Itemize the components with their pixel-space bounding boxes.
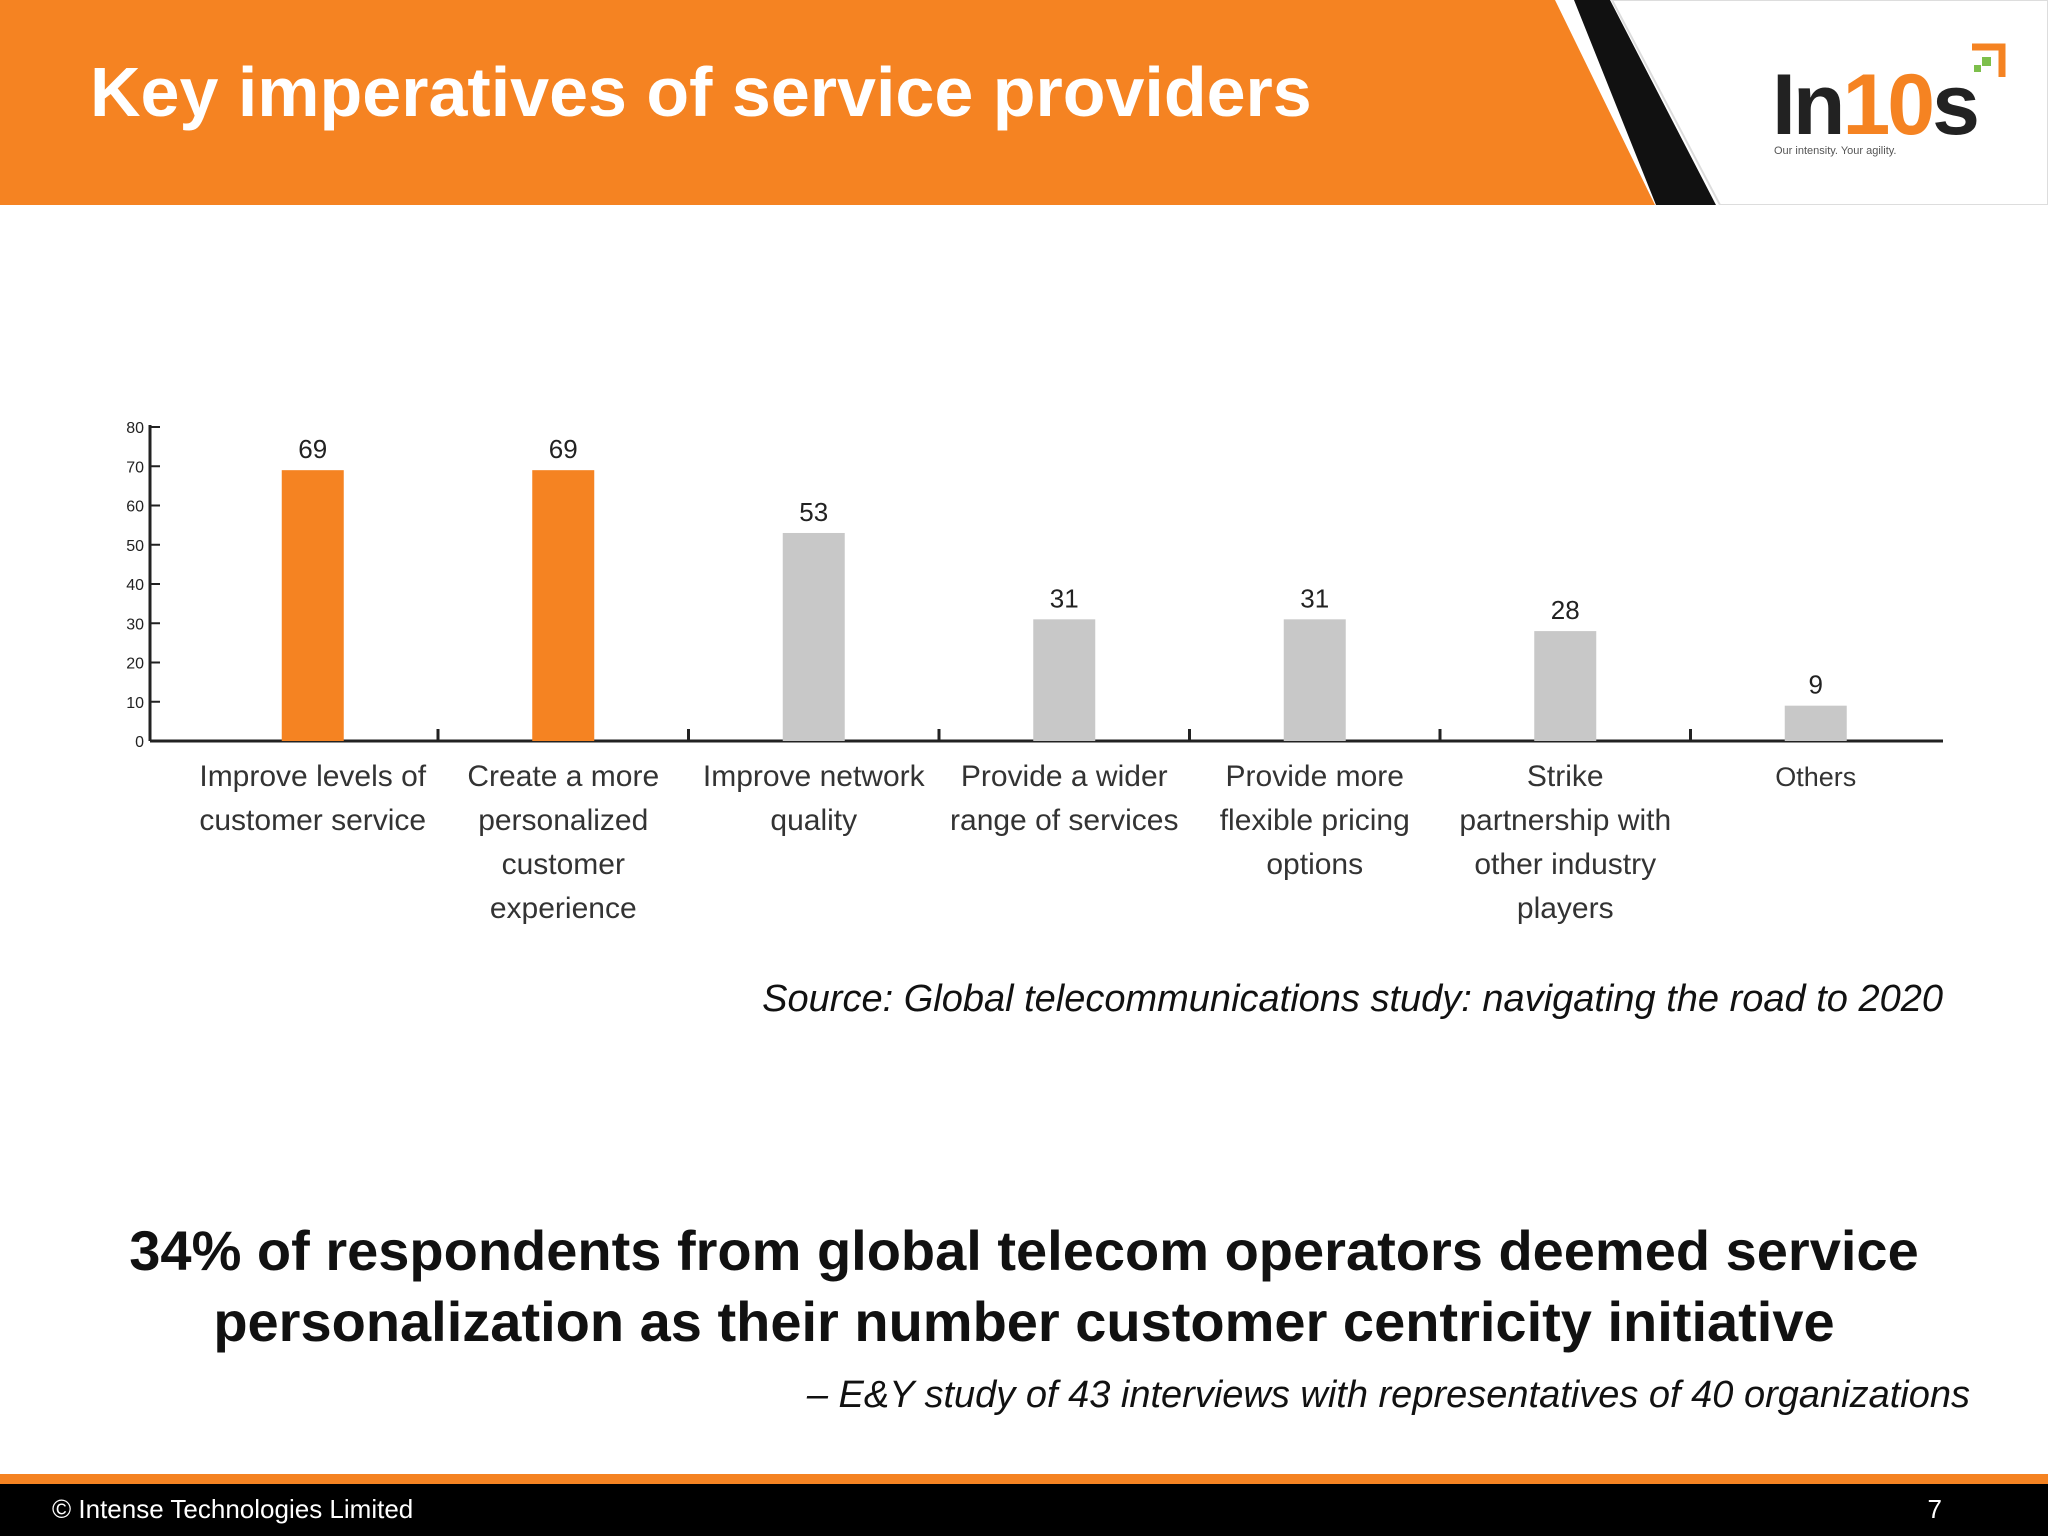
category-label: other industry — [1474, 848, 1656, 881]
footer-copyright: © Intense Technologies Limited — [52, 1494, 414, 1524]
category-label: Provide a wider — [961, 760, 1168, 793]
category-label: flexible pricing — [1220, 804, 1410, 837]
category-label: players — [1517, 892, 1614, 925]
bar-value-label: 28 — [1551, 595, 1580, 625]
y-tick-label: 80 — [126, 420, 144, 437]
category-label: Create a more — [467, 760, 659, 793]
y-tick-label: 40 — [126, 577, 144, 594]
category-label: partnership with — [1459, 804, 1671, 837]
category-label: personalized — [478, 804, 648, 837]
y-tick-label: 60 — [126, 499, 144, 516]
footer-accent-stripe — [0, 1474, 2048, 1484]
y-tick-label: 0 — [135, 734, 144, 751]
category-label: customer service — [199, 804, 426, 837]
logo-text-10: 10 — [1842, 57, 1935, 153]
bar — [1283, 619, 1346, 741]
category-label: options — [1266, 848, 1363, 881]
bar-value-label: 69 — [298, 434, 327, 464]
bar-value-label: 9 — [1809, 670, 1823, 700]
bar-value-label: 69 — [549, 434, 578, 464]
logo-text-in: In — [1772, 57, 1845, 153]
category-label: experience — [490, 892, 637, 925]
category-label: Improve levels of — [199, 760, 426, 793]
category-label: Improve network — [703, 760, 926, 793]
logo-corner-mark-icon — [1972, 43, 2006, 77]
bar-value-label: 53 — [799, 497, 828, 527]
bar-value-label: 31 — [1300, 583, 1329, 613]
bar-chart: 0 10 20 30 40 50 60 70 80 69 Improve levels of cust… — [126, 420, 1943, 925]
y-tick-label: 50 — [126, 538, 144, 555]
bar — [782, 532, 845, 741]
bar — [1033, 619, 1096, 741]
logo-wordmark: In10s — [1772, 62, 1980, 148]
page-number: 7 — [1927, 1494, 1942, 1524]
bar — [532, 470, 595, 741]
category-label: customer — [502, 848, 625, 881]
bar — [1784, 705, 1847, 741]
headline-line-1: 34% of respondents from global telecom o… — [129, 1219, 1919, 1282]
key-finding-headline: 34% of respondents from global telecom o… — [40, 1215, 2008, 1357]
source-note: Source: Global telecommunications study:… — [762, 978, 1943, 1020]
bar — [281, 470, 344, 741]
category-label: Others — [1775, 762, 1856, 792]
y-tick-label: 70 — [126, 459, 144, 476]
bar — [1534, 631, 1597, 741]
slide-title: Key imperatives of service providers — [90, 53, 1312, 131]
logo-tagline: Our intensity. Your agility. — [1774, 145, 1897, 157]
category-label: Strike — [1527, 760, 1604, 793]
category-label: range of services — [950, 804, 1178, 837]
footer-bar: © Intense Technologies Limited 7 — [0, 1484, 2048, 1536]
study-attribution: – E&Y study of 43 interviews with repres… — [806, 1374, 1970, 1416]
bar-value-label: 31 — [1050, 583, 1079, 613]
header-band — [0, 0, 2048, 205]
y-tick-label: 20 — [126, 656, 144, 673]
y-tick-label: 10 — [126, 695, 144, 712]
category-label: quality — [770, 804, 857, 837]
y-tick-label: 30 — [126, 616, 144, 633]
company-logo: In10s Our intensity. Your agility. — [1760, 38, 2020, 168]
category-label: Provide more — [1226, 760, 1404, 793]
headline-line-2: personalization as their number customer… — [213, 1290, 1835, 1353]
logo-text-s: s — [1932, 57, 1980, 153]
